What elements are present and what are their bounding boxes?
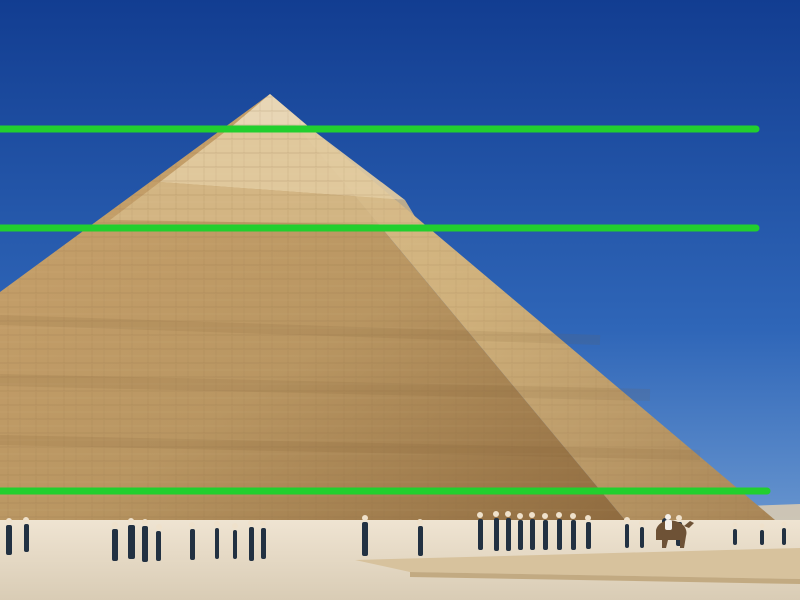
camel-silhouette: [656, 514, 694, 548]
pyramid-shading-2: [0, 374, 651, 401]
crowd-heads: [6, 511, 787, 530]
stone-platform: [355, 548, 800, 579]
pyramid-shading-3: [0, 435, 701, 460]
pyramid-left-texture: [0, 94, 625, 520]
pyramid-right-texture: [270, 94, 775, 520]
stone-platform-edge: [410, 572, 800, 584]
pyramid-shading-1: [0, 315, 601, 345]
